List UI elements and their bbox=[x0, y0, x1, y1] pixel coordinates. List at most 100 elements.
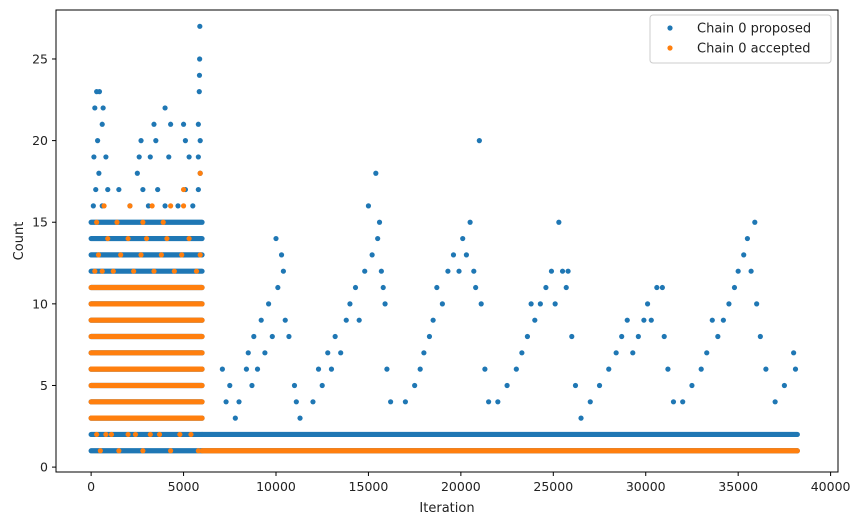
point-proposed bbox=[731, 284, 738, 291]
point-proposed bbox=[720, 317, 726, 323]
point-proposed bbox=[138, 138, 144, 144]
x-tick-label: 40000 bbox=[811, 479, 851, 494]
point-accepted bbox=[188, 431, 194, 438]
point-accepted bbox=[156, 431, 163, 438]
point-proposed bbox=[606, 366, 612, 372]
point-proposed bbox=[332, 333, 338, 340]
point-proposed bbox=[258, 317, 264, 323]
legend: Chain 0 proposed Chain 0 accepted bbox=[649, 14, 832, 64]
point-proposed bbox=[680, 399, 686, 405]
point-proposed bbox=[325, 350, 331, 356]
point-proposed bbox=[648, 317, 654, 323]
point-accepted bbox=[105, 235, 111, 242]
point-proposed bbox=[197, 23, 203, 29]
point-proposed bbox=[282, 317, 288, 323]
point-proposed bbox=[273, 235, 279, 242]
point-proposed bbox=[90, 203, 96, 209]
point-proposed bbox=[578, 415, 584, 421]
point-proposed bbox=[644, 301, 651, 307]
point-proposed bbox=[232, 415, 238, 421]
y-tick-label: 15 bbox=[32, 215, 48, 230]
point-proposed bbox=[195, 121, 201, 127]
point-proposed bbox=[382, 301, 388, 307]
point-proposed bbox=[635, 333, 641, 340]
point-proposed bbox=[145, 203, 152, 209]
point-proposed bbox=[338, 350, 344, 356]
point-proposed bbox=[630, 350, 636, 356]
point-proposed bbox=[791, 350, 797, 356]
point-proposed bbox=[227, 382, 233, 389]
point-proposed bbox=[155, 186, 161, 193]
point-proposed bbox=[105, 186, 111, 193]
point-proposed bbox=[162, 105, 168, 111]
point-proposed bbox=[659, 284, 665, 291]
point-accepted bbox=[180, 203, 187, 209]
point-accepted bbox=[140, 448, 146, 454]
point-proposed bbox=[552, 301, 558, 307]
point-proposed bbox=[93, 186, 99, 193]
point-proposed bbox=[380, 284, 386, 291]
point-proposed bbox=[532, 317, 538, 323]
point-proposed bbox=[99, 121, 105, 127]
point-proposed bbox=[473, 284, 479, 291]
x-tick-label: 0 bbox=[87, 479, 95, 494]
point-proposed bbox=[291, 382, 298, 389]
point-proposed bbox=[375, 235, 381, 242]
point-proposed bbox=[196, 72, 203, 78]
point-accepted bbox=[147, 431, 153, 438]
point-proposed bbox=[421, 350, 427, 356]
point-proposed bbox=[278, 252, 285, 258]
point-proposed bbox=[275, 284, 281, 291]
point-proposed bbox=[168, 121, 174, 127]
point-accepted bbox=[97, 448, 103, 454]
point-proposed bbox=[513, 366, 519, 372]
legend-marker-accepted bbox=[667, 45, 673, 51]
points-layer bbox=[88, 23, 800, 454]
point-proposed bbox=[243, 366, 250, 372]
point-accepted bbox=[103, 431, 109, 438]
point-proposed bbox=[772, 399, 778, 405]
point-accepted bbox=[168, 203, 174, 209]
point-proposed bbox=[752, 219, 758, 225]
point-proposed bbox=[116, 186, 122, 193]
point-proposed bbox=[445, 268, 451, 274]
y-tick-label: 10 bbox=[32, 296, 48, 311]
point-accepted bbox=[168, 448, 174, 454]
legend-label-accepted: Chain 0 accepted bbox=[697, 42, 811, 57]
point-proposed bbox=[319, 382, 325, 389]
point-accepted bbox=[193, 268, 200, 274]
point-proposed bbox=[559, 268, 566, 274]
point-proposed bbox=[96, 89, 103, 95]
point-proposed bbox=[726, 301, 732, 307]
point-proposed bbox=[748, 268, 754, 274]
point-accepted bbox=[110, 268, 116, 274]
y-tick-label: 5 bbox=[40, 378, 48, 393]
point-proposed bbox=[641, 317, 647, 323]
point-accepted bbox=[140, 219, 146, 225]
point-proposed bbox=[754, 301, 760, 307]
point-proposed bbox=[670, 399, 677, 405]
point-proposed bbox=[548, 268, 555, 274]
y-axis-ticks: 0 5 10 15 20 25 bbox=[32, 51, 56, 475]
x-tick-label: 10000 bbox=[256, 479, 296, 494]
legend-marker-proposed bbox=[667, 25, 673, 31]
point-proposed bbox=[426, 333, 433, 340]
point-proposed bbox=[352, 284, 359, 291]
point-accepted bbox=[127, 203, 133, 209]
point-accepted bbox=[108, 431, 115, 438]
point-proposed bbox=[328, 366, 335, 372]
point-accepted bbox=[195, 448, 201, 454]
point-proposed bbox=[347, 301, 353, 307]
point-proposed bbox=[343, 317, 349, 323]
point-proposed bbox=[245, 350, 251, 356]
point-accepted bbox=[95, 252, 102, 258]
point-proposed bbox=[162, 203, 168, 209]
point-proposed bbox=[166, 154, 172, 160]
point-proposed bbox=[596, 382, 603, 389]
point-proposed bbox=[254, 366, 261, 372]
plot-frame bbox=[55, 9, 839, 473]
point-proposed bbox=[486, 399, 492, 405]
point-accepted bbox=[116, 448, 122, 454]
legend-label-proposed: Chain 0 proposed bbox=[697, 22, 811, 37]
point-proposed bbox=[147, 154, 153, 160]
